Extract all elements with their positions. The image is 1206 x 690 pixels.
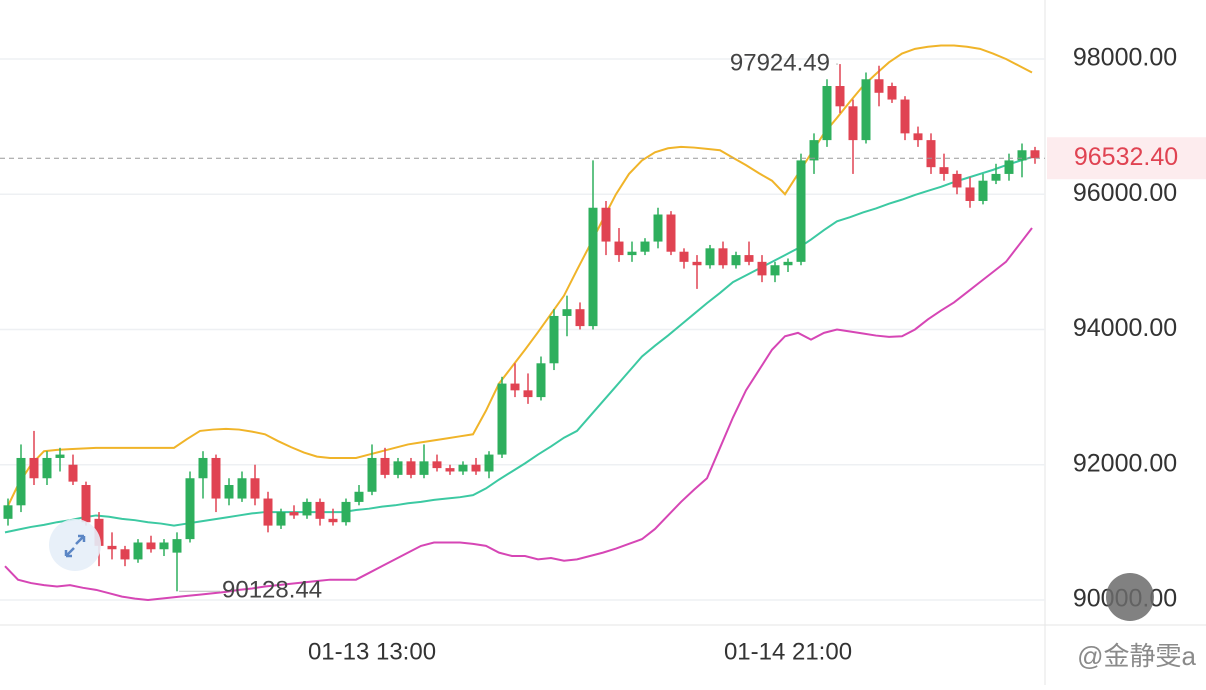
- candle-body: [952, 173, 962, 188]
- band-line: [4, 156, 1033, 534]
- candle-body: [29, 457, 39, 479]
- candle-body: [354, 491, 364, 502]
- band-line: [4, 227, 1033, 601]
- candle-body: [3, 505, 13, 519]
- high-label: 97924.49: [730, 49, 830, 76]
- candle-body: [432, 461, 442, 469]
- candle-body: [874, 79, 884, 93]
- candle-body: [120, 549, 130, 560]
- candle-body: [1030, 150, 1040, 159]
- candle-body: [458, 464, 468, 472]
- candle-body: [276, 512, 286, 526]
- candle-body: [718, 248, 728, 266]
- y-tick-label: 94000.00: [1073, 314, 1177, 342]
- candle-body: [523, 390, 533, 398]
- candle-body: [757, 261, 767, 276]
- candle-body: [965, 187, 975, 201]
- candle-body: [250, 478, 260, 499]
- y-tick-label: 96000.00: [1073, 179, 1177, 207]
- x-tick-label: 01-13 13:00: [308, 638, 436, 665]
- candle-body: [705, 248, 715, 266]
- candle-body: [575, 309, 585, 327]
- watermark: @金静雯a: [1077, 641, 1196, 671]
- candle-body: [107, 545, 117, 550]
- candle-body: [614, 241, 624, 256]
- candle-body: [887, 86, 897, 100]
- candle-body: [419, 461, 429, 475]
- candle-body: [302, 501, 312, 516]
- candle-body: [926, 140, 936, 168]
- candle-body: [263, 498, 273, 526]
- candle-body: [328, 518, 338, 523]
- candle-body: [601, 207, 611, 242]
- candle-body: [185, 478, 195, 540]
- candle-body: [497, 383, 507, 455]
- candle-body: [627, 251, 637, 256]
- low-label: 90128.44: [222, 577, 322, 604]
- candle-body: [549, 315, 559, 364]
- candle-body: [822, 86, 832, 141]
- candle-body: [81, 485, 91, 523]
- last-price-box: [1047, 137, 1206, 180]
- candle-body: [731, 255, 741, 266]
- candle-body: [133, 542, 143, 560]
- candle-body: [237, 478, 247, 499]
- candle-body: [42, 457, 52, 479]
- candle-body: [848, 106, 858, 141]
- candle-body: [913, 133, 923, 141]
- candle-body: [991, 173, 1001, 181]
- candle-body: [744, 255, 754, 262]
- candle-body: [978, 180, 988, 201]
- candle-body: [783, 261, 793, 266]
- candle-body: [510, 383, 520, 391]
- candle-body: [159, 542, 169, 550]
- candle-body: [380, 457, 390, 475]
- candle-body: [471, 464, 481, 472]
- candle-body: [640, 241, 650, 252]
- candle-body: [224, 485, 234, 499]
- band-line: [4, 44, 1033, 513]
- candle-body: [146, 542, 156, 550]
- candle-body: [770, 265, 780, 276]
- candle-body: [692, 261, 702, 266]
- candle-body: [679, 251, 689, 262]
- candle-body: [796, 160, 806, 262]
- candle-body: [198, 457, 208, 479]
- candle-body: [588, 207, 598, 327]
- candle-body: [315, 501, 325, 519]
- candle-body: [900, 99, 910, 134]
- scroll-button[interactable]: [1106, 573, 1154, 621]
- candle-body: [536, 363, 546, 398]
- candle-body: [406, 461, 416, 475]
- y-tick-label: 92000.00: [1073, 449, 1177, 477]
- candle-body: [861, 79, 871, 141]
- candle-body: [562, 309, 572, 316]
- candle-body: [666, 214, 676, 252]
- candle-body: [809, 140, 819, 161]
- candle-body: [68, 464, 78, 482]
- candle-body: [653, 214, 663, 242]
- candle-body: [55, 454, 65, 458]
- candle-body: [1004, 160, 1014, 174]
- candle-body: [94, 518, 104, 546]
- candle-body: [484, 454, 494, 472]
- candle-body: [1017, 150, 1027, 161]
- candle-body: [289, 512, 299, 516]
- candle-body: [341, 501, 351, 523]
- zoom-icon: [64, 534, 86, 558]
- candle-body: [211, 457, 221, 499]
- last-price-label: 96532.40: [1074, 143, 1178, 171]
- candle-body: [445, 468, 455, 472]
- x-tick-label: 01-14 21:00: [724, 638, 852, 665]
- candle-body: [939, 167, 949, 174]
- candle-body: [172, 539, 182, 553]
- candle-body: [367, 457, 377, 492]
- candle-body: [835, 86, 845, 107]
- zoom-button[interactable]: [49, 519, 101, 571]
- candle-body: [393, 461, 403, 475]
- candle-body: [16, 457, 26, 506]
- y-tick-label: 98000.00: [1073, 44, 1177, 72]
